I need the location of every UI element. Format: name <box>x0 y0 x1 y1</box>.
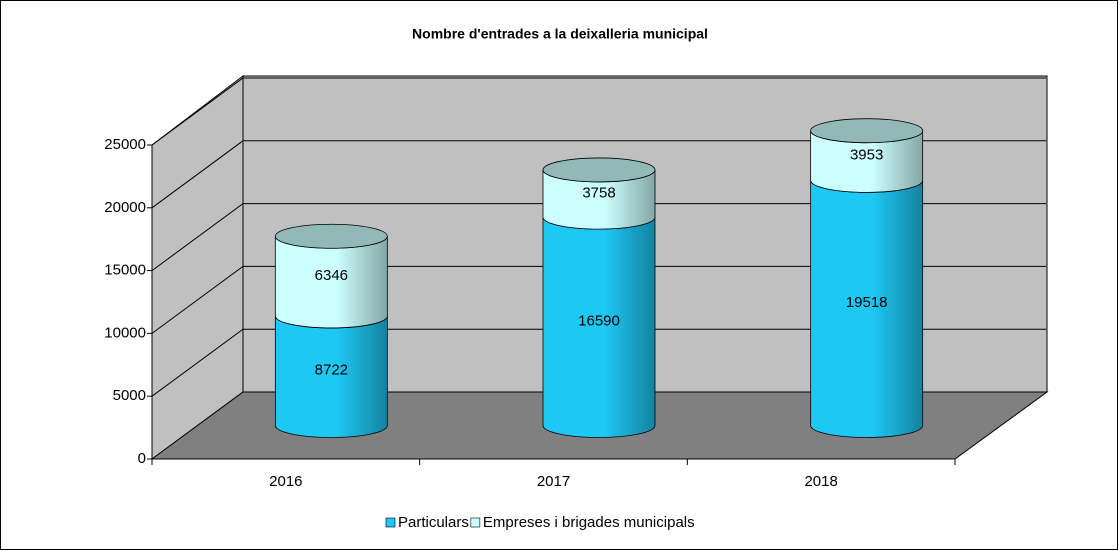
bar-top-shade <box>275 224 388 249</box>
y-tick-label: 25000 <box>104 136 146 153</box>
legend-swatch <box>385 517 396 528</box>
shade <box>810 130 923 193</box>
bar-top <box>542 157 656 183</box>
chart-title: Nombre d'entrades a la deixalleria munic… <box>412 26 708 42</box>
y-tick-label: 15000 <box>104 262 146 279</box>
y-tick-label: 5000 <box>113 387 146 404</box>
bar-top <box>810 118 924 144</box>
shade <box>275 236 388 328</box>
bar-top-shade <box>543 157 655 182</box>
shade <box>275 315 388 438</box>
value-label: 3953 <box>850 146 883 163</box>
grid-line <box>151 265 1046 334</box>
x-tick-label: 2018 <box>804 473 837 490</box>
legend-label: Particulars <box>398 514 469 531</box>
grid-line <box>151 203 1046 272</box>
grid-line <box>151 140 1046 209</box>
value-label: 19518 <box>846 294 888 311</box>
grid-line <box>151 77 1046 146</box>
shade <box>543 217 655 438</box>
bar-top-shade <box>810 118 923 143</box>
legend-swatch <box>470 517 481 528</box>
value-label: 3758 <box>582 184 615 201</box>
y-tick-label: 10000 <box>104 324 146 341</box>
y-tick-label: 0 <box>138 450 146 467</box>
value-label: 6346 <box>315 267 348 284</box>
x-tick-label: 2016 <box>269 473 302 490</box>
shade <box>810 180 923 438</box>
legend-label: Empreses i brigades municipals <box>483 514 695 531</box>
y-tick-label: 20000 <box>104 199 146 216</box>
x-tick-label: 2017 <box>537 473 570 490</box>
grid-line <box>151 328 1046 397</box>
value-label: 8722 <box>315 362 348 379</box>
shade <box>543 169 655 230</box>
bar-top <box>274 223 388 249</box>
value-label: 16590 <box>578 312 620 329</box>
